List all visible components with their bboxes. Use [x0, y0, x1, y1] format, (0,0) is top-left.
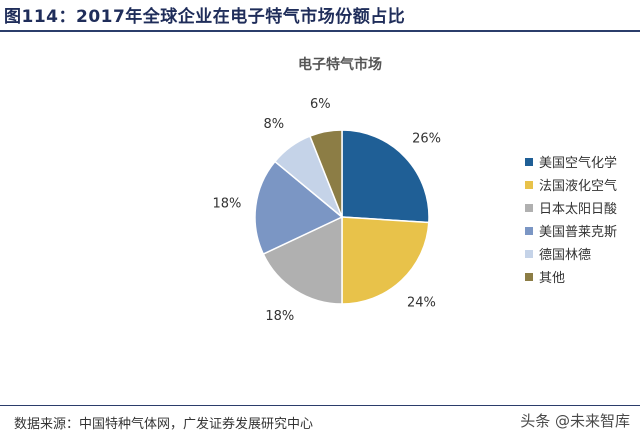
legend-label: 日本太阳日酸	[539, 202, 618, 217]
legend-item: 法国液化空气	[525, 173, 617, 196]
slice-label: 6%	[310, 97, 331, 112]
slice-label: 18%	[212, 196, 241, 211]
pie-slice	[341, 216, 430, 305]
pie-slice	[341, 129, 430, 224]
slice-label: 8%	[264, 117, 285, 132]
legend-label: 美国普莱克斯	[539, 225, 618, 240]
legend-label: 其他	[539, 271, 566, 286]
legend-label: 法国液化空气	[539, 179, 618, 194]
legend-swatch	[525, 157, 533, 166]
slice-label: 18%	[265, 309, 294, 324]
title-divider	[0, 30, 640, 32]
chart-legend: 美国空气化学 法国液化空气 日本太阳日酸 美国普莱克斯 德国林德其他	[525, 150, 617, 288]
pie-slice	[254, 160, 344, 256]
data-source-note: 数据来源：中国特种气体网，广发证券发展研究中心	[14, 417, 314, 432]
legend-swatch	[525, 226, 533, 235]
legend-swatch	[525, 180, 533, 189]
legend-swatch	[525, 272, 533, 281]
slice-label: 24%	[407, 296, 436, 311]
slice-label: 26%	[412, 132, 441, 147]
legend-swatch	[525, 203, 533, 212]
footer-divider	[0, 405, 640, 406]
legend-label: 德国林德	[539, 248, 592, 263]
legend-item: 美国普莱克斯	[525, 219, 617, 242]
legend-swatch	[525, 249, 533, 258]
legend-label: 美国空气化学	[539, 156, 618, 171]
legend-item: 其他	[525, 265, 617, 288]
legend-item: 美国空气化学	[525, 150, 617, 173]
pie-slice	[262, 215, 343, 305]
legend-item: 德国林德	[525, 242, 617, 265]
legend-item: 日本太阳日酸	[525, 196, 617, 219]
figure-title: 图114：2017年全球企业在电子特气市场份额占比	[4, 7, 406, 27]
pie-slice	[308, 129, 343, 218]
chart-title: 电子特气市场	[298, 57, 382, 73]
watermark: 头条 @未来智库	[520, 410, 630, 431]
